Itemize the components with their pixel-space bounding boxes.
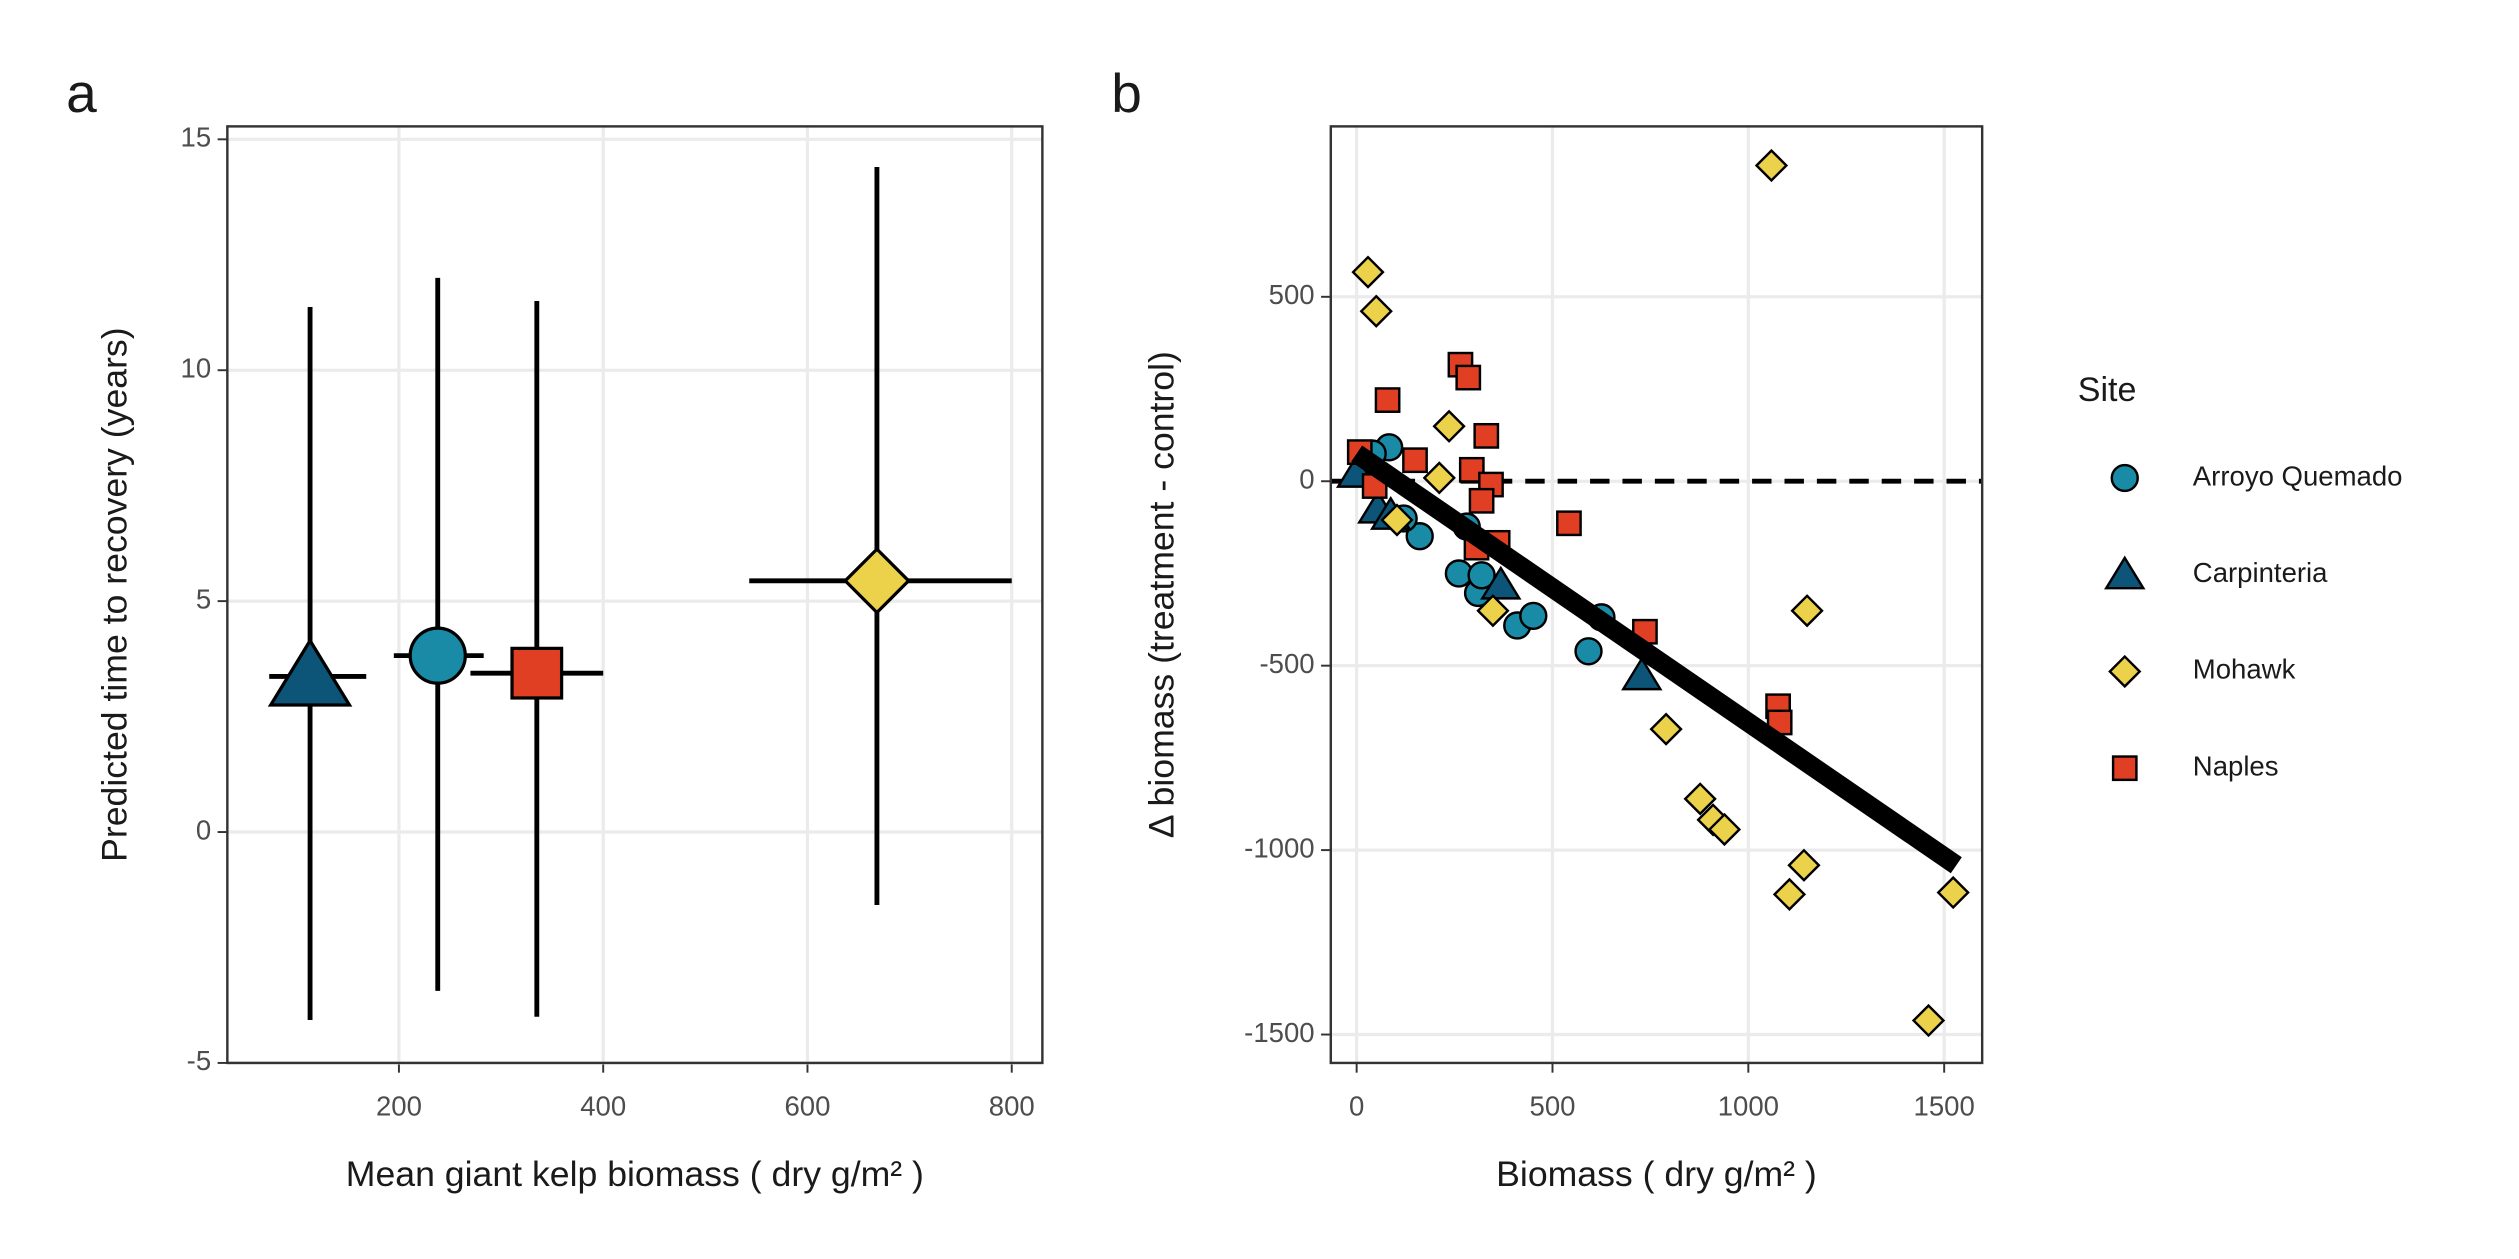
- point: [2104, 555, 2146, 590]
- point: [1790, 594, 1824, 628]
- panel-label: b: [1111, 62, 1142, 124]
- panel-label: a: [66, 62, 97, 124]
- x-tick-label: 500: [1530, 1091, 1576, 1122]
- point: [1473, 422, 1500, 449]
- point: [1707, 812, 1742, 847]
- y-tick-label: 10: [181, 353, 212, 384]
- panel-background: [227, 126, 1043, 1063]
- point: [1480, 565, 1522, 600]
- point: [1519, 601, 1548, 631]
- y-axis-title: Δ biomass (treatment - control): [1141, 351, 1181, 838]
- y-tick-label: 15: [181, 122, 212, 153]
- legend-label: Naples: [2193, 750, 2279, 781]
- point: [1467, 561, 1496, 590]
- point: [2111, 755, 2138, 782]
- point: [510, 646, 564, 700]
- x-tick-label: 600: [784, 1091, 830, 1122]
- y-tick-label: -5: [187, 1045, 211, 1076]
- point: [1476, 594, 1510, 628]
- point: [1405, 522, 1434, 551]
- point: [1936, 875, 1970, 910]
- panel-background: [1330, 126, 1983, 1063]
- y-tick-label: 5: [196, 583, 211, 614]
- point: [408, 626, 467, 685]
- y-tick-label: 0: [1299, 464, 1314, 495]
- point: [1455, 364, 1482, 391]
- point: [2110, 463, 2139, 493]
- fit-line: [1351, 445, 1962, 874]
- point: [1683, 782, 1717, 816]
- legend-title: Site: [2078, 371, 2137, 409]
- y-tick-label: -1000: [1244, 832, 1314, 863]
- point: [1649, 712, 1683, 746]
- point: [1458, 456, 1485, 483]
- point: [1432, 409, 1466, 443]
- panel-border: [226, 125, 1044, 1065]
- y-tick-label: 500: [1269, 279, 1315, 310]
- y-tick-label: -1500: [1244, 1017, 1314, 1048]
- point: [1422, 461, 1456, 495]
- point: [2108, 654, 2142, 689]
- point: [1468, 487, 1495, 514]
- point: [842, 546, 911, 615]
- point: [1374, 387, 1401, 413]
- legend-label: Carpinteria: [2193, 557, 2328, 588]
- legend-label: Mohawk: [2193, 654, 2296, 685]
- point: [1911, 1003, 1946, 1038]
- x-axis-title: Mean giant kelp biomass ( dry g/m² ): [346, 1154, 924, 1194]
- x-tick-label: 400: [580, 1091, 626, 1122]
- point: [267, 637, 353, 707]
- x-tick-label: 1500: [1914, 1091, 1975, 1122]
- x-tick-label: 200: [376, 1091, 422, 1122]
- point: [1380, 503, 1414, 537]
- x-axis-title: Biomass ( dry g/m² ): [1496, 1154, 1817, 1194]
- x-tick-label: 1000: [1718, 1091, 1779, 1122]
- y-tick-label: -500: [1259, 648, 1314, 679]
- panel-border: [1329, 125, 1984, 1065]
- y-axis-title: Predicted time to recovery (years): [95, 327, 135, 862]
- point: [1787, 848, 1821, 882]
- legend-label: Arroyo Quemado: [2193, 460, 2403, 491]
- point: [1351, 255, 1385, 289]
- x-tick-label: 800: [989, 1091, 1035, 1122]
- point: [1574, 637, 1603, 666]
- point: [1772, 877, 1807, 911]
- y-tick-label: 0: [196, 814, 211, 845]
- x-tick-label: 0: [1349, 1091, 1364, 1122]
- point: [1359, 294, 1393, 328]
- point: [1621, 656, 1663, 691]
- point: [1402, 447, 1428, 474]
- point: [1556, 510, 1582, 537]
- point: [1754, 148, 1789, 183]
